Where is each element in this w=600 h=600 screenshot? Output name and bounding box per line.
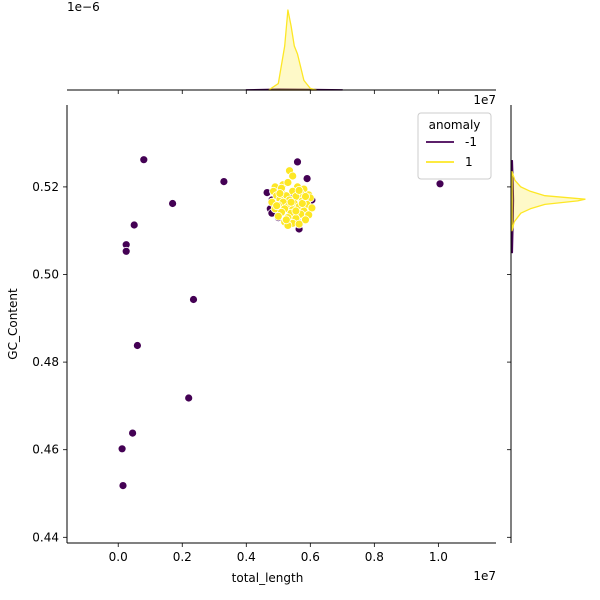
scatter-point-series-0-2 <box>168 199 178 208</box>
scatter-point-series-0-0 <box>139 155 149 165</box>
scatter-point-series-1-41 <box>294 219 304 229</box>
scatter-point-series-0-7 <box>132 341 142 350</box>
y-axis-label: GC_Content <box>6 288 20 360</box>
y-tick-label-4: 0.52 <box>32 180 59 194</box>
y-offset-label: 1e7 <box>473 93 496 107</box>
scatter-point-series-0-8 <box>184 393 194 403</box>
x-tick-label-4: 0.8 <box>365 550 384 564</box>
right-marginal-panel <box>511 159 586 254</box>
x-tick-label-0: 0.0 <box>109 550 128 564</box>
x-offset-label: 1e7 <box>473 569 496 583</box>
x-axis-label: total_length <box>232 571 304 585</box>
scatter-point-series-0-1 <box>219 177 229 187</box>
scatter-point-series-1-35 <box>273 211 283 221</box>
scatter-point-series-0-11 <box>118 481 128 491</box>
scatter-point-series-0-14 <box>302 174 312 184</box>
scatter-point-series-1-45 <box>294 185 304 195</box>
y-tick-label-0: 0.44 <box>32 530 59 544</box>
y-tick-label-3: 0.50 <box>32 268 59 282</box>
y-tick-label-2: 0.48 <box>32 355 59 369</box>
scatter-point-series-0-6 <box>189 295 198 304</box>
scatter-point-series-1-50 <box>286 197 296 207</box>
scatter-point-series-1-47 <box>291 206 301 216</box>
legend-title: anomaly <box>429 118 481 132</box>
right-marginal-density-1 <box>511 170 586 232</box>
legend-entry-label-0: -1 <box>465 135 477 149</box>
scatter-point-series-0-3 <box>129 220 139 230</box>
scatter-point-series-0-9 <box>128 428 138 438</box>
scatter-point-series-0-5 <box>121 246 131 256</box>
legend: anomaly -1 1 <box>417 112 492 180</box>
top-marginal-density-1 <box>268 9 318 91</box>
main-scatter-panel <box>117 155 445 491</box>
x-tick-label-5: 1.0 <box>429 550 448 564</box>
scatter-point-series-0-10 <box>117 444 127 454</box>
axes-layer: 0.0 0.2 0.4 0.6 0.8 1.0 0.44 0.46 0.48 0.50 0.52 to… <box>6 0 512 585</box>
scatter-point-series-1-51 <box>275 189 285 198</box>
top-marginal-panel <box>245 9 343 91</box>
scatter-point-series-0-12 <box>435 179 445 189</box>
scatter-point-series-1-4 <box>283 178 293 187</box>
y-tick-label-1: 0.46 <box>32 443 59 457</box>
scatter-point-series-1-49 <box>301 192 310 201</box>
x-tick-label-2: 0.4 <box>237 550 256 564</box>
scatter-point-series-1-46 <box>272 201 282 211</box>
x-tick-label-3: 0.6 <box>301 550 320 564</box>
scatter-point-series-1-38 <box>301 215 310 225</box>
scatter-point-series-1-1 <box>288 171 298 181</box>
x-tick-label-1: 0.2 <box>173 550 192 564</box>
top-marginal-offset-label: 1e−6 <box>67 0 100 14</box>
legend-entry-label-1: 1 <box>465 155 473 169</box>
scatter-point-series-0-13 <box>293 157 302 167</box>
scatter-point-series-1-48 <box>281 215 291 225</box>
